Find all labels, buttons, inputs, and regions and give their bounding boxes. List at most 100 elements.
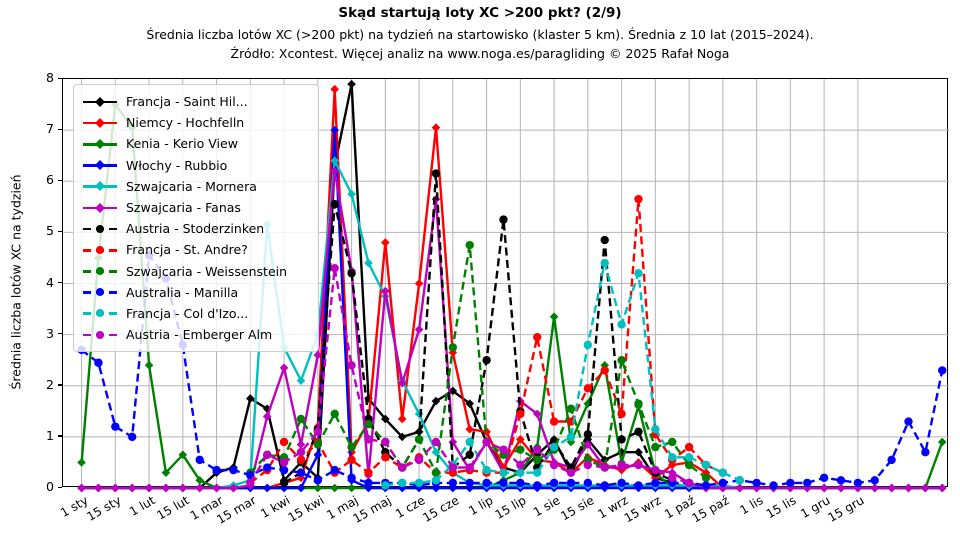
series-marker — [803, 478, 812, 488]
series-marker — [263, 450, 272, 459]
legend-line-circle-icon — [83, 245, 117, 255]
series-marker — [313, 483, 323, 493]
circle-marker-icon — [96, 309, 104, 318]
legend-item: Kenia - Kerio View — [83, 133, 308, 154]
series-marker — [516, 460, 525, 470]
series-marker — [127, 432, 137, 442]
series-marker — [617, 409, 626, 419]
series-marker — [246, 394, 255, 403]
legend-item: Włochy - Rubbio — [83, 155, 308, 176]
circle-marker-icon — [96, 288, 104, 297]
legend-line-circle-icon — [83, 287, 117, 297]
series-marker — [279, 478, 289, 488]
series-marker — [397, 414, 407, 424]
legend-item: Francja - Col d'Izo... — [83, 303, 308, 324]
series-marker — [668, 437, 677, 447]
legend-line-circle-icon — [83, 266, 117, 276]
series-marker — [566, 468, 576, 477]
series-marker — [381, 481, 390, 490]
series-marker — [634, 194, 643, 204]
series-marker — [482, 355, 491, 365]
series-marker — [482, 437, 491, 447]
series-marker — [279, 483, 289, 493]
series-marker — [414, 478, 424, 488]
series-marker — [516, 409, 525, 419]
legend-label: Włochy - Rubbio — [126, 157, 228, 173]
series-marker — [651, 425, 660, 434]
diamond-marker-icon — [95, 160, 105, 171]
series-marker — [465, 437, 474, 447]
series-marker — [836, 483, 846, 493]
series-marker — [279, 437, 289, 447]
series-marker — [921, 448, 930, 457]
series-marker — [381, 286, 390, 296]
series-marker — [178, 450, 188, 460]
legend-item: Szwajcaria - Weissenstein — [83, 261, 308, 282]
series-marker — [296, 376, 306, 385]
series-marker — [583, 460, 593, 470]
series-marker — [279, 465, 289, 475]
series-marker — [566, 404, 576, 413]
series-marker — [431, 476, 441, 485]
series-marker — [668, 453, 677, 462]
series-marker — [465, 463, 474, 472]
series-marker — [533, 455, 542, 465]
series-marker — [516, 445, 525, 454]
series-marker — [414, 435, 424, 444]
series-marker — [414, 455, 424, 465]
series-marker — [634, 460, 643, 470]
series-marker — [161, 483, 171, 493]
series-marker — [330, 465, 339, 475]
series-marker — [381, 437, 390, 447]
series-marker — [600, 235, 609, 245]
series-marker — [330, 200, 339, 209]
series-marker — [583, 384, 593, 393]
series-line — [249, 243, 707, 479]
series-marker — [870, 483, 880, 493]
y-tick-label: 1 — [46, 427, 54, 443]
y-tick-label: 8 — [46, 70, 54, 85]
legend-item: Austria - Emberger Alm — [83, 324, 308, 345]
series-marker — [347, 455, 356, 465]
series-marker — [752, 478, 761, 488]
series-marker — [617, 320, 626, 329]
series-marker — [549, 460, 559, 470]
series-marker — [313, 476, 323, 485]
series-marker — [566, 478, 576, 488]
legend-line-circle-icon — [83, 224, 117, 234]
series-marker — [600, 463, 609, 472]
series-marker — [668, 473, 677, 482]
y-tick-label: 0 — [46, 479, 54, 494]
series-marker — [195, 483, 204, 493]
series-marker — [330, 84, 340, 94]
series-marker — [819, 483, 829, 493]
series-marker — [651, 442, 660, 452]
series-marker — [94, 483, 103, 493]
series-marker — [549, 442, 559, 452]
series-marker — [195, 455, 204, 465]
legend-label: Niemcy - Hochfelln — [126, 115, 245, 131]
series-marker — [802, 483, 812, 493]
series-marker — [533, 445, 542, 454]
series-marker — [701, 460, 711, 470]
series-marker — [347, 269, 356, 278]
series-marker — [161, 468, 171, 477]
series-marker — [330, 483, 340, 493]
series-marker — [381, 238, 390, 247]
series-marker — [465, 450, 474, 459]
series-marker — [347, 483, 356, 493]
legend-label: Austria - Stoderzinken — [126, 221, 265, 237]
legend-label: Francja - Col d'Izo... — [126, 305, 249, 321]
legend-item: Niemcy - Hochfelln — [83, 112, 308, 133]
legend-label: Szwajcaria - Weissenstein — [126, 263, 288, 279]
series-marker — [144, 483, 154, 493]
series-marker — [549, 417, 559, 426]
series-marker — [600, 366, 609, 375]
series-marker — [735, 476, 744, 485]
series-marker — [414, 409, 424, 419]
series-marker — [684, 478, 694, 488]
series-marker — [853, 478, 863, 488]
series-marker — [296, 440, 306, 449]
series-marker — [904, 417, 913, 426]
